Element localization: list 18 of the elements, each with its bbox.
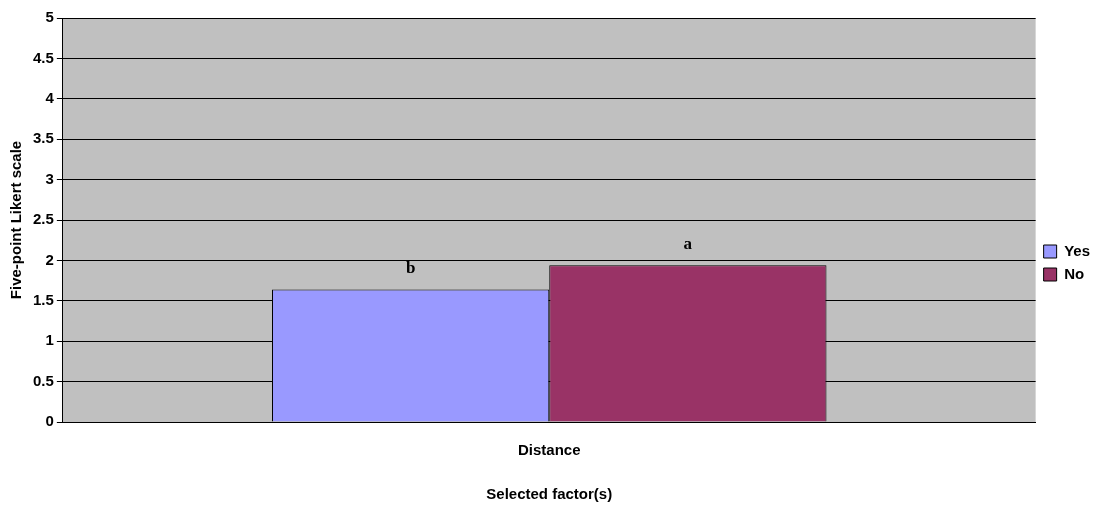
x-tick-label: Distance (517, 441, 581, 459)
legend-label: Yes (1064, 241, 1091, 259)
y-tick-label: 1 (45, 331, 54, 349)
data-label: b (405, 258, 416, 278)
y-tick-label: 2.5 (32, 210, 54, 228)
y-tick-label: 4 (45, 88, 55, 106)
x-axis-title: Selected factor(s) (486, 485, 613, 503)
y-tick-label: 1.5 (32, 290, 54, 308)
y-tick-label: 4.5 (32, 48, 54, 66)
y-tick-label: 0 (45, 412, 54, 430)
legend-label: No (1064, 264, 1085, 282)
y-axis-title: Five-point Likert scale (7, 140, 25, 300)
y-tick-label: 3.5 (32, 129, 54, 147)
y-tick-label: 3 (45, 169, 54, 187)
y-tick-label: 0.5 (32, 371, 54, 389)
data-label: a (683, 234, 693, 254)
y-tick-label: 2 (45, 250, 54, 268)
y-tick-label: 5 (45, 8, 54, 26)
